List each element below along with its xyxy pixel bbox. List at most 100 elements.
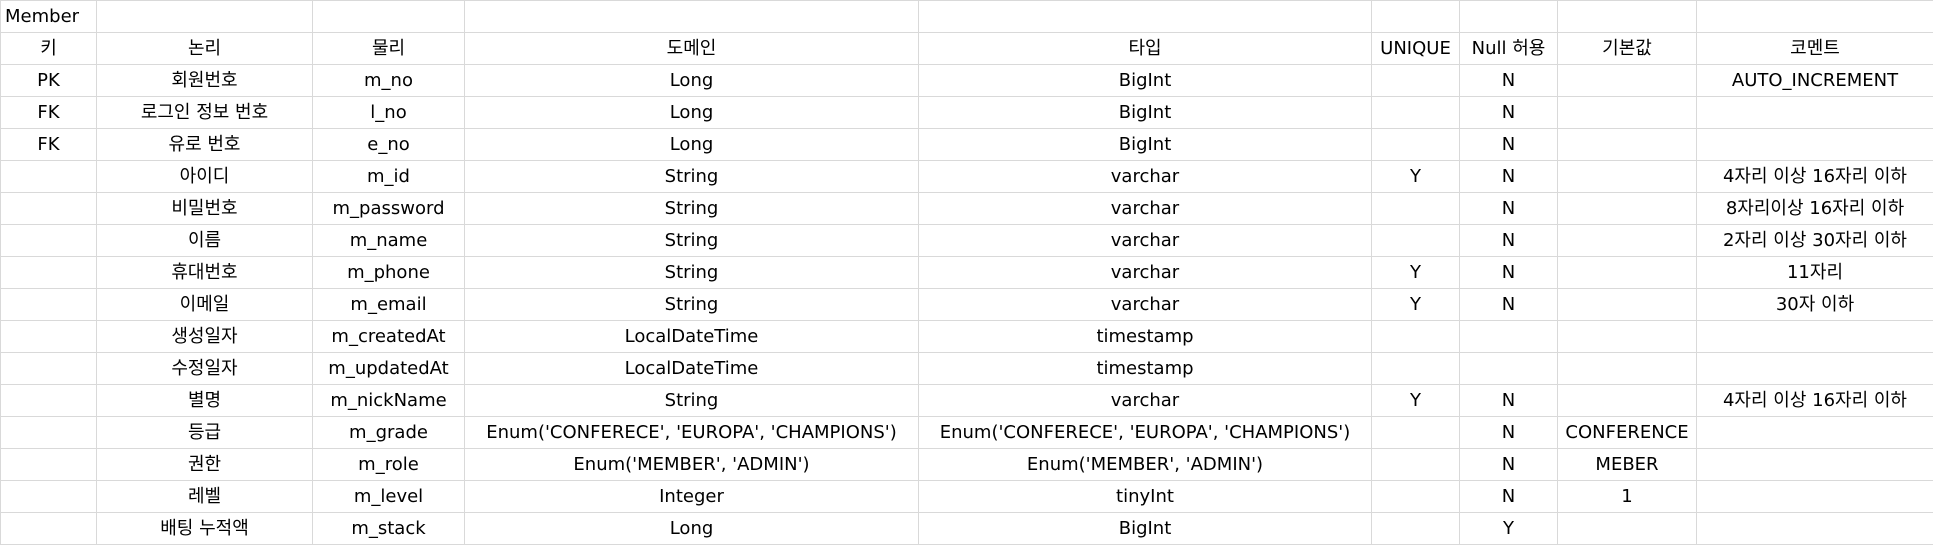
cell-nullable[interactable]: N (1459, 256, 1558, 289)
cell-logical[interactable]: 권한 (96, 448, 313, 481)
cell-unique[interactable]: Y (1371, 160, 1460, 193)
cell-logical[interactable]: 유로 번호 (96, 128, 313, 161)
cell-key[interactable] (0, 320, 97, 353)
cell-type[interactable]: Enum('MEMBER', 'ADMIN') (918, 448, 1372, 481)
cell-physical[interactable]: m_level (312, 480, 465, 513)
cell-unique[interactable] (1371, 416, 1460, 449)
cell-domain[interactable]: String (464, 256, 919, 289)
cell-nullable[interactable]: N (1459, 384, 1558, 417)
cell-comment[interactable]: 4자리 이상 16자리 이하 (1696, 160, 1933, 193)
cell-default[interactable] (1557, 192, 1697, 225)
cell-nullable[interactable]: N (1459, 416, 1558, 449)
cell-unique[interactable] (1371, 96, 1460, 129)
cell-logical[interactable]: 생성일자 (96, 320, 313, 353)
cell-type[interactable]: BigInt (918, 64, 1372, 97)
cell-comment[interactable] (1696, 96, 1933, 129)
cell-domain[interactable]: Integer (464, 480, 919, 513)
cell-physical[interactable]: l_no (312, 96, 465, 129)
cell-type[interactable]: varchar (918, 288, 1372, 321)
cell-logical[interactable]: 회원번호 (96, 64, 313, 97)
header-cell-type[interactable]: 타입 (918, 32, 1372, 65)
empty-cell[interactable] (96, 0, 313, 33)
cell-comment[interactable] (1696, 128, 1933, 161)
cell-unique[interactable]: Y (1371, 288, 1460, 321)
cell-type[interactable]: timestamp (918, 352, 1372, 385)
cell-default[interactable]: 1 (1557, 480, 1697, 513)
cell-type[interactable]: Enum('CONFERECE', 'EUROPA', 'CHAMPIONS') (918, 416, 1372, 449)
cell-comment[interactable] (1696, 448, 1933, 481)
cell-key[interactable] (0, 512, 97, 545)
cell-unique[interactable] (1371, 128, 1460, 161)
cell-domain[interactable]: Enum('CONFERECE', 'EUROPA', 'CHAMPIONS') (464, 416, 919, 449)
cell-nullable[interactable] (1459, 352, 1558, 385)
cell-nullable[interactable]: N (1459, 480, 1558, 513)
cell-default[interactable] (1557, 288, 1697, 321)
cell-physical[interactable]: m_phone (312, 256, 465, 289)
cell-key[interactable] (0, 384, 97, 417)
cell-comment[interactable]: 4자리 이상 16자리 이하 (1696, 384, 1933, 417)
cell-physical[interactable]: m_createdAt (312, 320, 465, 353)
cell-comment[interactable] (1696, 512, 1933, 545)
cell-key[interactable] (0, 480, 97, 513)
cell-domain[interactable]: Enum('MEMBER', 'ADMIN') (464, 448, 919, 481)
cell-physical[interactable]: m_email (312, 288, 465, 321)
cell-domain[interactable]: Long (464, 96, 919, 129)
header-cell-unique[interactable]: UNIQUE (1371, 32, 1460, 65)
cell-type[interactable]: tinyInt (918, 480, 1372, 513)
cell-logical[interactable]: 이름 (96, 224, 313, 257)
empty-cell[interactable] (1557, 0, 1697, 33)
empty-cell[interactable] (1696, 0, 1933, 33)
cell-domain[interactable]: Long (464, 64, 919, 97)
cell-unique[interactable] (1371, 480, 1460, 513)
cell-key[interactable] (0, 256, 97, 289)
cell-logical[interactable]: 이메일 (96, 288, 313, 321)
cell-comment[interactable]: 8자리이상 16자리 이하 (1696, 192, 1933, 225)
sheet-title-cell[interactable]: Member (0, 0, 97, 33)
cell-physical[interactable]: m_name (312, 224, 465, 257)
cell-default[interactable] (1557, 96, 1697, 129)
cell-type[interactable]: timestamp (918, 320, 1372, 353)
cell-domain[interactable]: String (464, 288, 919, 321)
header-cell-domain[interactable]: 도메인 (464, 32, 919, 65)
cell-nullable[interactable]: N (1459, 128, 1558, 161)
cell-domain[interactable]: LocalDateTime (464, 352, 919, 385)
cell-default[interactable] (1557, 256, 1697, 289)
cell-unique[interactable] (1371, 64, 1460, 97)
cell-comment[interactable] (1696, 480, 1933, 513)
cell-type[interactable]: varchar (918, 192, 1372, 225)
cell-nullable[interactable]: N (1459, 224, 1558, 257)
cell-default[interactable]: CONFERENCE (1557, 416, 1697, 449)
cell-key[interactable] (0, 288, 97, 321)
cell-type[interactable]: varchar (918, 160, 1372, 193)
cell-type[interactable]: BigInt (918, 96, 1372, 129)
cell-physical[interactable]: e_no (312, 128, 465, 161)
cell-default[interactable] (1557, 128, 1697, 161)
cell-nullable[interactable]: N (1459, 64, 1558, 97)
cell-comment[interactable] (1696, 416, 1933, 449)
empty-cell[interactable] (918, 0, 1372, 33)
cell-logical[interactable]: 등급 (96, 416, 313, 449)
cell-logical[interactable]: 수정일자 (96, 352, 313, 385)
cell-physical[interactable]: m_grade (312, 416, 465, 449)
cell-logical[interactable]: 로그인 정보 번호 (96, 96, 313, 129)
cell-type[interactable]: varchar (918, 384, 1372, 417)
cell-key[interactable] (0, 352, 97, 385)
cell-physical[interactable]: m_password (312, 192, 465, 225)
cell-default[interactable] (1557, 64, 1697, 97)
cell-type[interactable]: BigInt (918, 512, 1372, 545)
header-cell-default[interactable]: 기본값 (1557, 32, 1697, 65)
cell-nullable[interactable]: Y (1459, 512, 1558, 545)
cell-logical[interactable]: 별명 (96, 384, 313, 417)
cell-nullable[interactable]: N (1459, 192, 1558, 225)
cell-physical[interactable]: m_no (312, 64, 465, 97)
cell-domain[interactable]: String (464, 224, 919, 257)
cell-logical[interactable]: 아이디 (96, 160, 313, 193)
cell-domain[interactable]: String (464, 384, 919, 417)
cell-key[interactable] (0, 192, 97, 225)
cell-unique[interactable]: Y (1371, 384, 1460, 417)
cell-logical[interactable]: 배팅 누적액 (96, 512, 313, 545)
cell-unique[interactable] (1371, 224, 1460, 257)
cell-nullable[interactable]: N (1459, 96, 1558, 129)
cell-type[interactable]: varchar (918, 224, 1372, 257)
cell-comment[interactable]: AUTO_INCREMENT (1696, 64, 1933, 97)
